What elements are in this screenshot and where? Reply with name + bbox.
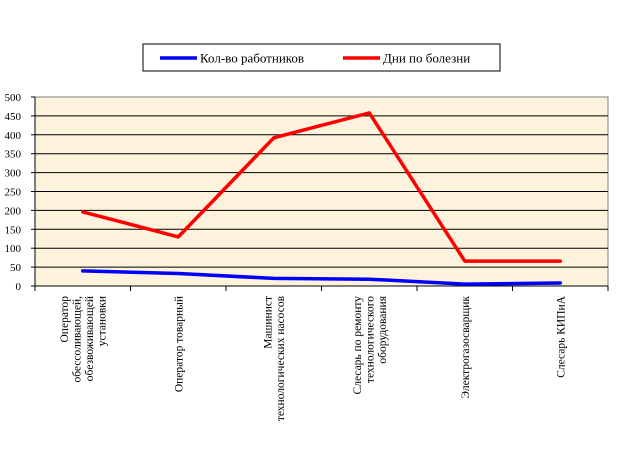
x-category-label: Электрогазосварщик bbox=[460, 296, 472, 399]
legend-label-2: Дни по болезни bbox=[383, 51, 470, 66]
x-category-label: технологического bbox=[364, 296, 376, 383]
y-tick-label: 350 bbox=[5, 149, 22, 161]
data-point bbox=[463, 259, 467, 263]
x-category-label: Машинист bbox=[263, 296, 275, 349]
x-category-label: Слесарь по ремонту bbox=[352, 296, 364, 395]
data-point bbox=[176, 235, 180, 239]
x-category-label: обезвоживающей bbox=[84, 296, 96, 381]
data-point bbox=[81, 269, 85, 273]
x-category-label: Оператор bbox=[59, 296, 71, 343]
y-tick-label: 150 bbox=[5, 224, 22, 236]
data-point bbox=[558, 259, 562, 263]
y-tick-label: 400 bbox=[5, 130, 22, 142]
x-category-label: оборудования bbox=[377, 295, 389, 363]
x-category-label: Оператор товарный bbox=[173, 296, 185, 392]
series-lines bbox=[81, 111, 563, 286]
y-tick-label: 250 bbox=[5, 187, 22, 199]
data-point bbox=[367, 111, 371, 115]
y-tick-label: 100 bbox=[5, 243, 22, 255]
legend-box bbox=[142, 43, 501, 72]
data-point bbox=[272, 276, 276, 280]
x-category-label: Слесарь КИПиА bbox=[555, 295, 567, 377]
y-tick-label: 300 bbox=[5, 168, 22, 180]
series-line-2 bbox=[81, 111, 563, 263]
data-point bbox=[272, 136, 276, 140]
y-tick-label: 200 bbox=[5, 205, 22, 217]
y-axis: 0 50 100 150 200 250 300 350 400 450 500 bbox=[5, 92, 36, 293]
data-point bbox=[81, 210, 85, 214]
legend-label-1: Кол-во работников bbox=[200, 51, 304, 66]
y-tick-label: 450 bbox=[5, 111, 22, 123]
data-point bbox=[176, 272, 180, 276]
data-point bbox=[367, 277, 371, 281]
series-line-1 bbox=[81, 269, 563, 286]
data-point bbox=[463, 282, 467, 286]
x-category-label: обессоливающей, bbox=[72, 296, 84, 383]
y-tick-label: 0 bbox=[16, 281, 22, 293]
x-axis: Оператор обессоливающей, обезвоживающей уст… bbox=[34, 285, 609, 421]
legend: Кол-во работников Дни по болезни bbox=[142, 43, 501, 72]
x-category-label: установки bbox=[97, 296, 109, 346]
y-tick-label: 500 bbox=[5, 92, 22, 104]
y-tick-label: 50 bbox=[10, 262, 22, 274]
gridlines bbox=[35, 115, 608, 268]
data-point bbox=[558, 281, 562, 285]
x-category-label: технологических насосов bbox=[275, 295, 287, 421]
